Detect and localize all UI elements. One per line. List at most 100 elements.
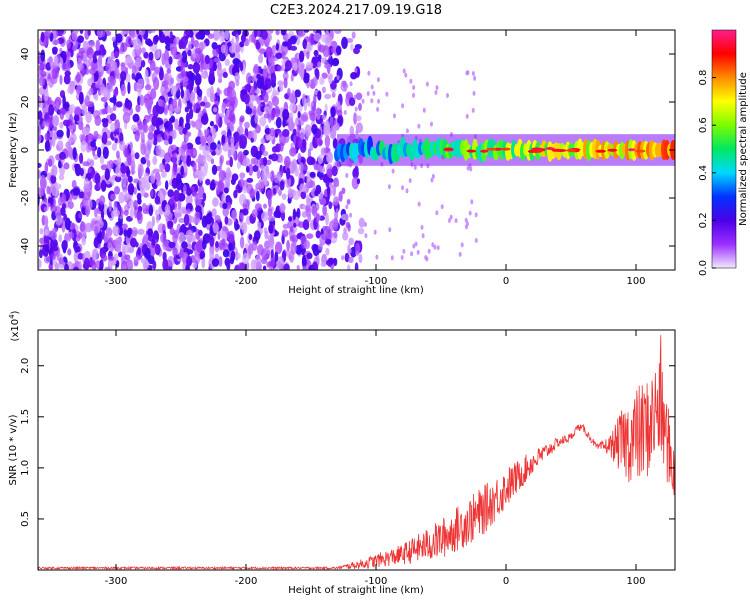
noise-cell (154, 129, 161, 136)
sparse-cell (408, 178, 412, 184)
noise-cell (113, 200, 118, 212)
noise-cell (120, 66, 129, 72)
noise-cell (113, 88, 119, 97)
noise-cell (212, 63, 217, 72)
noise-cell (178, 217, 186, 223)
noise-cell (100, 164, 108, 171)
noise-cell (315, 230, 321, 239)
x-tick-label: 100 (626, 576, 645, 587)
colorbar-ticks: 0.0 0.2 0.4 0.6 0.8 (698, 70, 716, 276)
noise-cell (144, 153, 150, 161)
noise-cell (252, 165, 259, 172)
noise-cell (102, 131, 108, 145)
noise-cell (53, 114, 60, 127)
noise-cell (338, 191, 343, 202)
noise-cell (147, 228, 153, 237)
noise-cell (142, 120, 148, 132)
noise-cell (153, 77, 160, 90)
sparse-cell (364, 222, 367, 227)
noise-cell (176, 212, 182, 218)
noise-cell (300, 235, 307, 243)
noise-cell (218, 170, 223, 179)
noise-cell (137, 197, 142, 205)
noise-cell (212, 128, 217, 139)
sparse-cell (417, 123, 421, 129)
noise-cell (227, 149, 232, 159)
noise-cell (55, 100, 60, 109)
noise-cell (67, 248, 72, 256)
noise-cell (319, 197, 327, 206)
noise-cell (245, 165, 250, 173)
colorbar-tick-label: 0.6 (698, 117, 709, 133)
sparse-cell (435, 85, 439, 91)
noise-cell (165, 58, 169, 68)
noise-cell (185, 194, 193, 207)
noise-cell (161, 201, 166, 208)
noise-cell (194, 47, 202, 54)
noise-cell (273, 105, 281, 118)
noise-cell (266, 249, 271, 258)
noise-cell (62, 119, 71, 127)
colorbar-tick-label: 0.2 (698, 212, 709, 228)
noise-cell (119, 140, 126, 151)
noise-cell (252, 65, 259, 75)
noise-cell (316, 137, 323, 147)
noise-cell (183, 213, 190, 226)
sparse-cell (417, 201, 421, 207)
noise-cell (185, 88, 190, 101)
noise-cell (173, 165, 178, 176)
noise-cell (137, 205, 143, 213)
noise-cell (172, 47, 177, 60)
noise-cell (201, 256, 206, 269)
sparse-cell (400, 255, 404, 260)
noise-cell (73, 114, 80, 122)
noise-cell (73, 266, 79, 270)
noise-cell (325, 229, 333, 240)
noise-cell (170, 86, 177, 96)
noise-cell (75, 85, 82, 95)
noise-cell (133, 178, 140, 184)
sparse-cell (473, 75, 477, 81)
noise-cell (239, 221, 246, 230)
noise-cell (114, 237, 122, 250)
noise-cell (311, 261, 319, 270)
colorbar-bar (711, 29, 737, 269)
noise-cell (87, 167, 92, 173)
noise-cell (236, 161, 241, 169)
noise-cell (248, 234, 253, 240)
noise-cell (148, 204, 154, 217)
noise-cell (286, 239, 290, 251)
noise-cell (195, 52, 201, 63)
noise-cell (179, 116, 184, 126)
noise-cell (312, 76, 317, 83)
noise-cell (97, 54, 103, 68)
noise-cell (204, 30, 211, 36)
noise-cell (202, 192, 207, 202)
noise-cell (94, 225, 98, 238)
noise-cell (154, 66, 161, 74)
noise-cell (138, 121, 143, 130)
noise-cell (111, 176, 115, 186)
sparse-cell (466, 70, 470, 76)
noise-cell (180, 70, 187, 78)
noise-cell (260, 137, 266, 144)
noise-cell (127, 175, 133, 183)
noise-cell (209, 181, 216, 191)
noise-cell (65, 141, 71, 150)
noise-cell (296, 207, 301, 219)
noise-cell (155, 119, 163, 126)
noise-cell (92, 145, 96, 157)
noise-cell (297, 138, 303, 148)
spectrogram-ylabel: Frequency (Hz) (8, 112, 19, 188)
noise-cell (185, 229, 193, 242)
noise-cell (263, 113, 271, 119)
noise-cell (96, 30, 104, 39)
noise-cell (209, 120, 215, 127)
noise-cell (355, 92, 363, 101)
signal-peak (627, 148, 636, 152)
noise-cell (355, 242, 361, 255)
noise-cell (143, 51, 149, 59)
noise-cell (326, 154, 333, 164)
noise-cell (213, 57, 221, 63)
signal-peak (566, 149, 577, 153)
